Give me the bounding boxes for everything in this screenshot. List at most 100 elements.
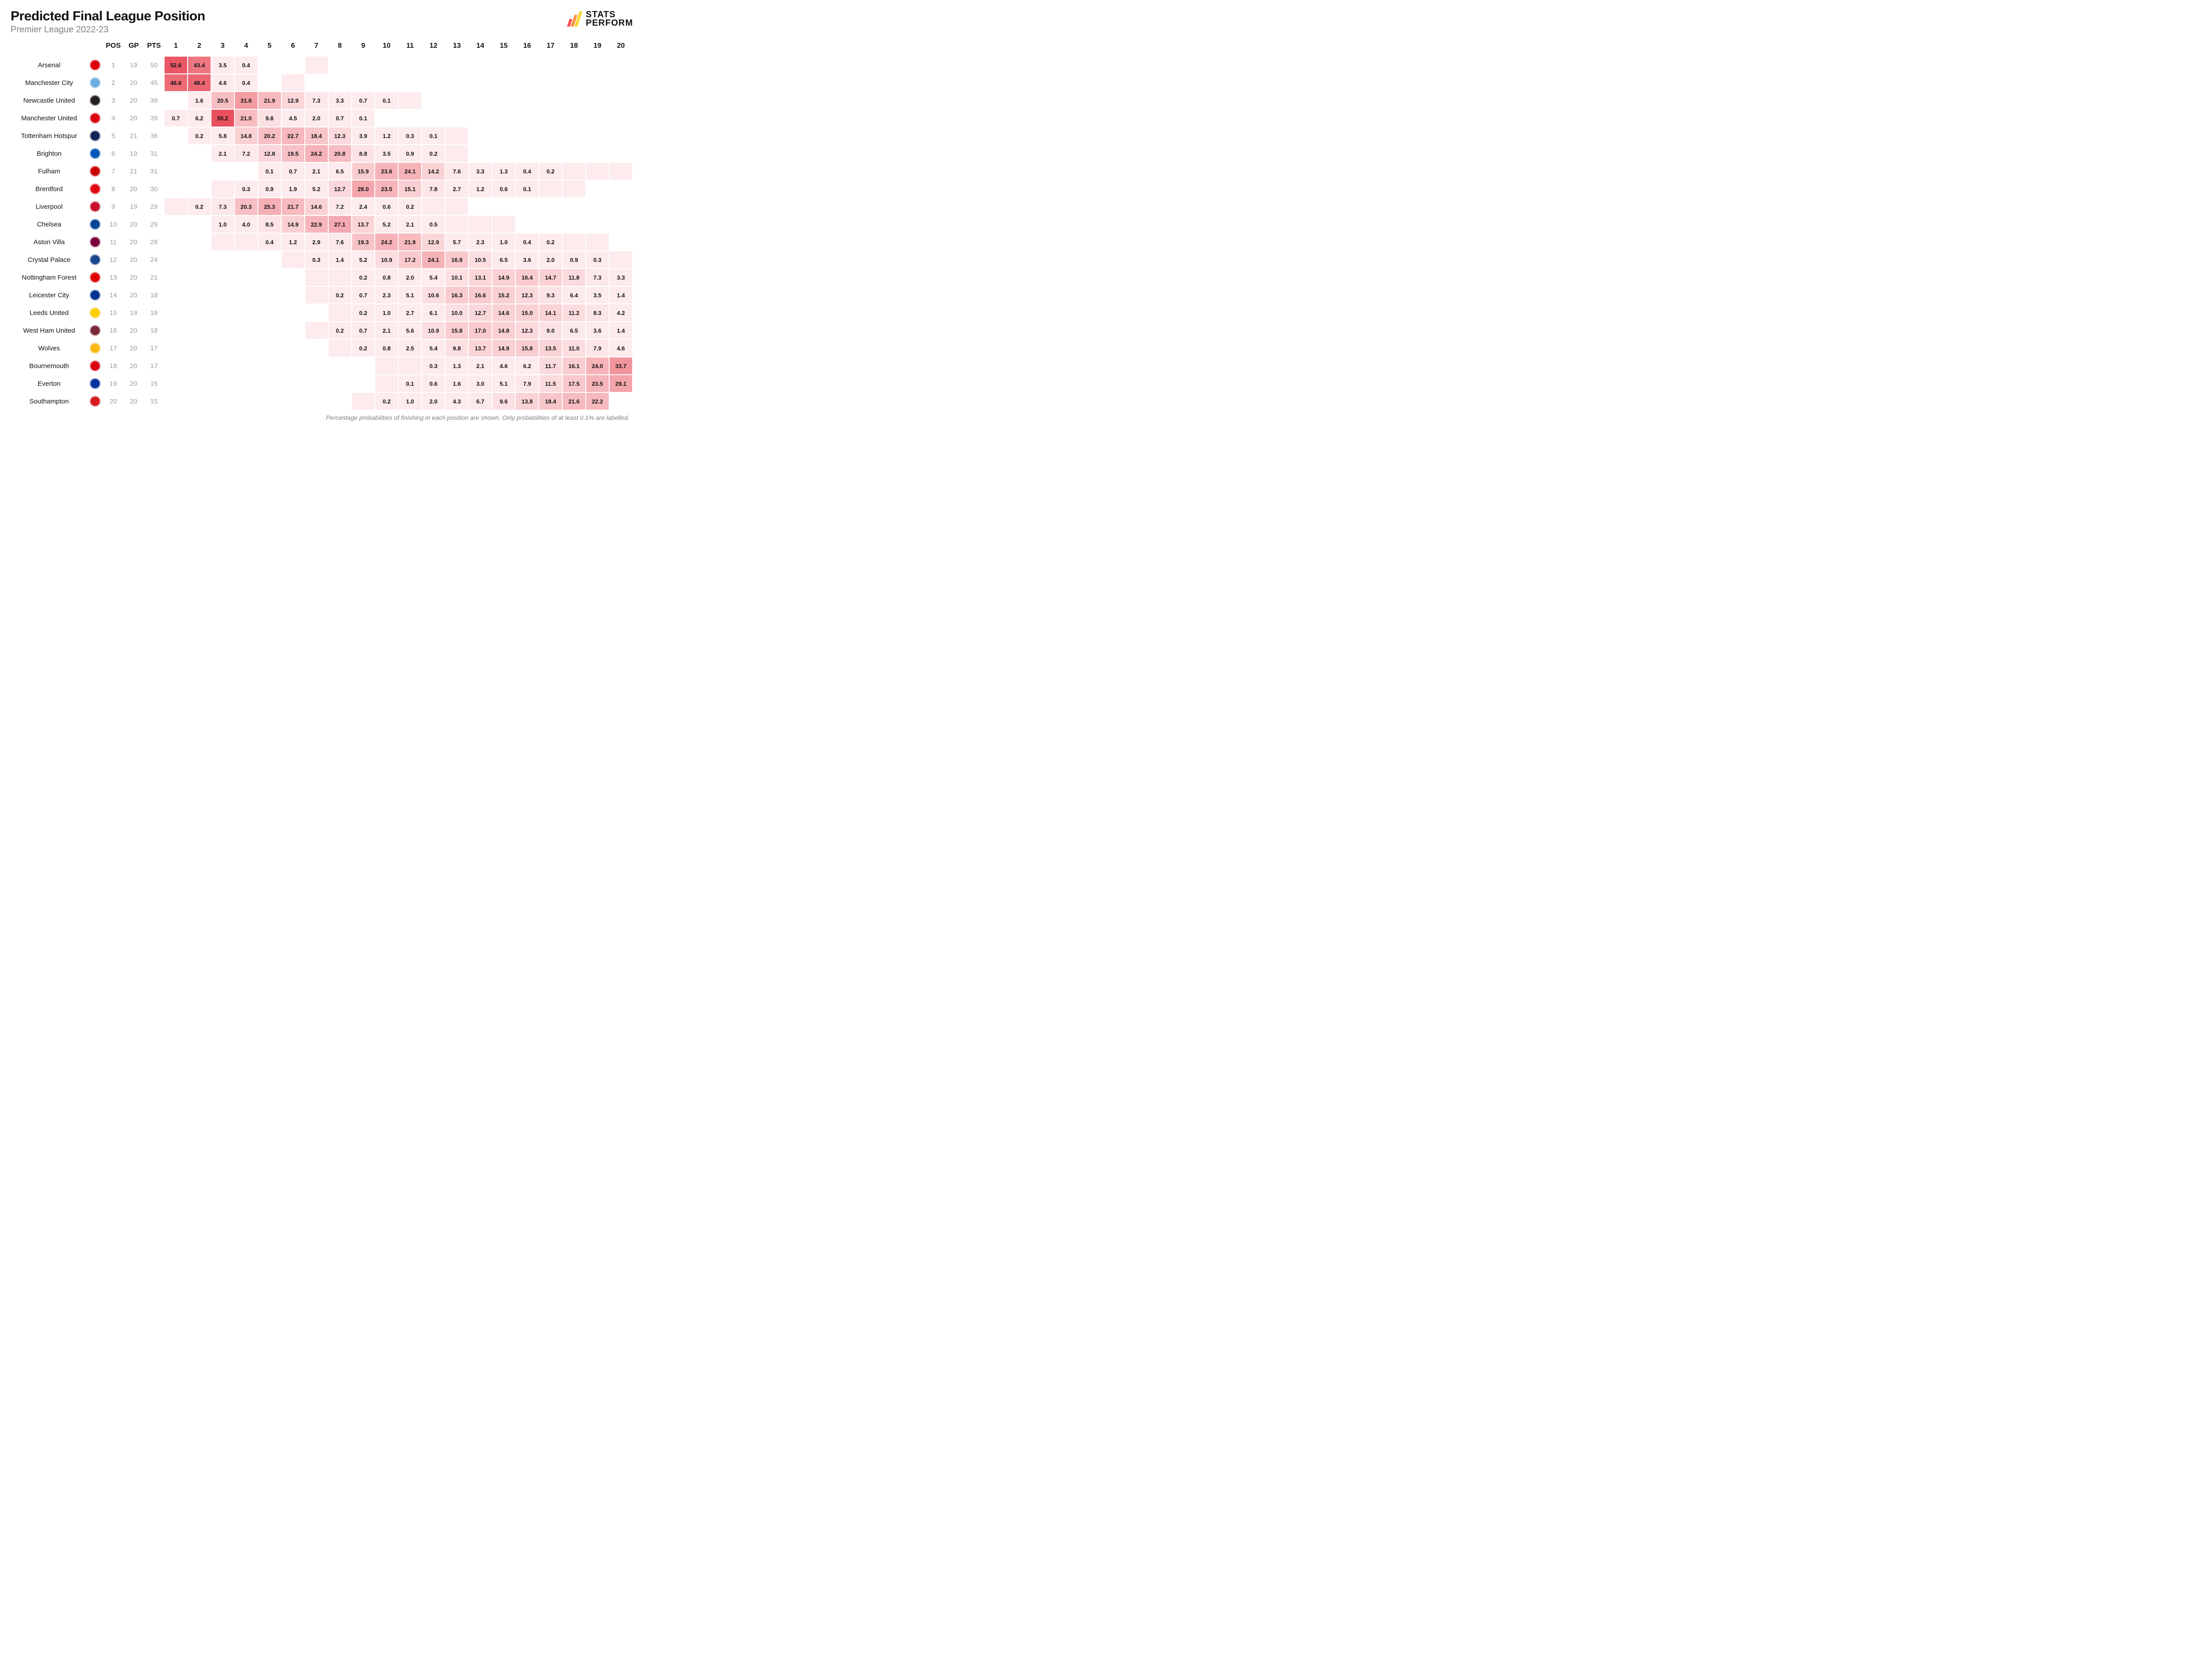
prob-cell	[445, 56, 469, 74]
prob-cell	[305, 375, 328, 392]
prob-cell: 55.2	[211, 109, 234, 127]
subtitle: Premier League 2022-23	[11, 25, 205, 35]
team-crest-cell	[87, 322, 103, 339]
team-crest-icon	[90, 131, 100, 141]
prob-cell	[609, 145, 633, 162]
prob-cell	[211, 269, 234, 286]
prob-cell: 14.9	[492, 269, 515, 286]
prob-cell: 11.7	[539, 357, 562, 375]
prob-cell	[352, 357, 375, 375]
prob-cell: 17.0	[469, 322, 492, 339]
prob-cell: 0.1	[375, 92, 398, 109]
prob-cell	[188, 180, 211, 198]
prob-cell	[281, 269, 305, 286]
prob-cell	[562, 74, 586, 92]
prob-cell	[492, 127, 515, 145]
prob-cell	[305, 322, 328, 339]
th-meta-gp: GP	[123, 38, 144, 56]
team-gp: 20	[123, 109, 144, 127]
titles: Predicted Final League Position Premier …	[11, 9, 205, 35]
prob-cell	[398, 74, 422, 92]
prob-cell	[398, 357, 422, 375]
team-pos: 16	[103, 322, 123, 339]
team-pos: 11	[103, 233, 123, 251]
prob-cell	[234, 162, 258, 180]
th-pos-6: 6	[281, 38, 305, 56]
prob-cell	[539, 74, 562, 92]
prob-cell	[188, 304, 211, 322]
team-gp: 20	[123, 251, 144, 269]
prob-cell: 0.9	[258, 180, 281, 198]
prob-cell: 1.0	[398, 392, 422, 410]
team-crest-icon	[90, 343, 100, 353]
prob-cell: 6.4	[562, 286, 586, 304]
prob-cell: 1.0	[375, 304, 398, 322]
prob-cell: 2.3	[375, 286, 398, 304]
prob-cell	[164, 357, 188, 375]
prob-cell	[234, 392, 258, 410]
team-row: Wolves1720170.20.82.55.49.813.714.915.81…	[11, 339, 633, 357]
prob-cell	[562, 145, 586, 162]
prob-cell: 0.7	[328, 109, 352, 127]
prob-cell: 0.3	[422, 357, 445, 375]
prob-cell: 12.3	[328, 127, 352, 145]
th-crest-blank	[87, 38, 103, 56]
prob-cell	[234, 233, 258, 251]
team-gp: 19	[123, 56, 144, 74]
prob-cell	[328, 304, 352, 322]
prob-cell	[188, 251, 211, 269]
prob-cell	[164, 162, 188, 180]
prob-cell	[258, 269, 281, 286]
prob-cell: 11.0	[562, 339, 586, 357]
prob-cell: 9.6	[492, 392, 515, 410]
team-name: Brighton	[11, 145, 87, 162]
prob-cell: 0.2	[188, 127, 211, 145]
prob-cell	[211, 339, 234, 357]
th-team-blank	[11, 38, 87, 56]
prob-cell	[305, 392, 328, 410]
prob-cell	[188, 269, 211, 286]
team-crest-icon	[90, 201, 100, 212]
prob-cell: 22.7	[281, 127, 305, 145]
prob-cell: 21.0	[234, 109, 258, 127]
prob-cell: 0.4	[258, 233, 281, 251]
prob-cell	[562, 233, 586, 251]
prob-cell	[211, 322, 234, 339]
team-name: Leicester City	[11, 286, 87, 304]
prob-cell	[445, 215, 469, 233]
prob-cell: 9.8	[445, 339, 469, 357]
prob-cell: 5.8	[211, 127, 234, 145]
prob-cell: 29.1	[609, 375, 633, 392]
team-pts: 15	[144, 392, 164, 410]
prob-cell: 2.1	[305, 162, 328, 180]
team-pos: 17	[103, 339, 123, 357]
team-crest-cell	[87, 56, 103, 74]
prob-cell: 21.9	[398, 233, 422, 251]
prob-cell	[375, 375, 398, 392]
team-gp: 20	[123, 269, 144, 286]
th-meta-pos: POS	[103, 38, 123, 56]
prob-cell	[422, 74, 445, 92]
team-pos: 6	[103, 145, 123, 162]
th-pos-20: 20	[609, 38, 633, 56]
prob-cell	[539, 215, 562, 233]
prob-cell	[164, 92, 188, 109]
prob-cell	[469, 198, 492, 215]
team-row: Liverpool919290.27.320.325.321.714.67.22…	[11, 198, 633, 215]
prob-cell: 3.3	[469, 162, 492, 180]
prob-cell	[281, 56, 305, 74]
title: Predicted Final League Position	[11, 9, 205, 24]
prob-cell	[281, 286, 305, 304]
prob-cell	[188, 357, 211, 375]
prob-cell	[188, 339, 211, 357]
team-crest-cell	[87, 392, 103, 410]
team-name: Everton	[11, 375, 87, 392]
prob-cell: 7.2	[328, 198, 352, 215]
prob-cell	[328, 56, 352, 74]
prob-cell: 2.1	[398, 215, 422, 233]
prob-cell	[188, 392, 211, 410]
team-name: West Ham United	[11, 322, 87, 339]
prob-cell: 33.7	[609, 357, 633, 375]
th-pos-15: 15	[492, 38, 515, 56]
prob-cell	[164, 127, 188, 145]
